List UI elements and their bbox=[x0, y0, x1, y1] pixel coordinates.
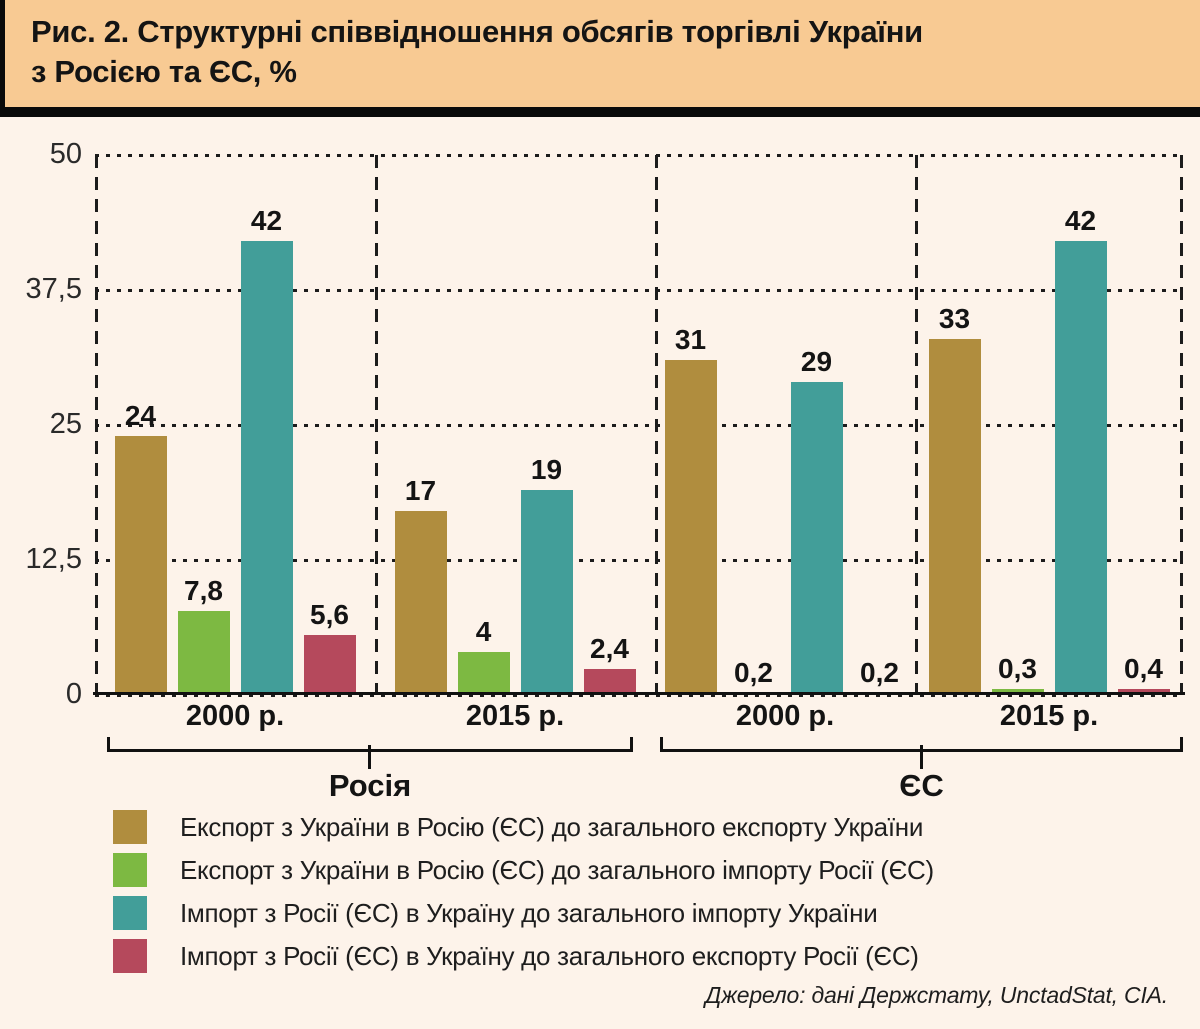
bar-2000 р.-series2 bbox=[177, 610, 230, 695]
legend-swatch bbox=[113, 939, 147, 973]
legend-item-4: Імпорт з Росії (ЄС) в Україну до загальн… bbox=[113, 939, 934, 973]
bar-slot: 0,2 bbox=[727, 155, 780, 695]
legend-item-1: Експорт з України в Росію (ЄС) до загаль… bbox=[113, 810, 934, 844]
bracket-end-tick bbox=[630, 737, 633, 752]
bracket-end-tick bbox=[107, 737, 110, 752]
legend-swatch bbox=[113, 853, 147, 887]
y-tick-label: 0 bbox=[65, 678, 82, 710]
bar-group-Росія-2015 р.: 17 4 19 2,4 bbox=[375, 155, 655, 695]
legend: Експорт з України в Росію (ЄС) до загаль… bbox=[113, 810, 934, 982]
bar-2015 р.-series1 bbox=[928, 338, 981, 695]
bar-2000 р.-series1 bbox=[664, 360, 717, 695]
bar-value-label: 31 bbox=[674, 324, 707, 356]
bar-slot: 0,2 bbox=[853, 155, 906, 695]
bar-slot: 4 bbox=[457, 155, 510, 695]
bar-value-label: 5,6 bbox=[310, 598, 349, 630]
bar-2000 р.-series3 bbox=[790, 381, 843, 695]
bar-2015 р.-series3 bbox=[1054, 241, 1107, 695]
y-tick-label: 25 bbox=[49, 408, 82, 440]
bar-value-label: 29 bbox=[800, 345, 833, 377]
bar-slot: 42 bbox=[240, 155, 293, 695]
figure-title-line2: з Росією та ЄС, % bbox=[31, 54, 297, 89]
y-tick-label: 37,5 bbox=[25, 273, 82, 305]
source-note: Джерело: дані Держстату, UnctadStat, CIA… bbox=[705, 982, 1168, 1008]
y-tick-label: 50 bbox=[49, 138, 82, 170]
gridline-37,5 bbox=[95, 289, 1183, 292]
bar-slot: 19 bbox=[520, 155, 573, 695]
group-label-2000 р.: 2000 р. bbox=[735, 700, 835, 732]
bar-slot: 24 bbox=[114, 155, 167, 695]
group-label-2000 р.: 2000 р. bbox=[185, 700, 285, 732]
bar-value-label: 19 bbox=[530, 453, 563, 485]
legend-swatch bbox=[113, 896, 147, 930]
x-axis-line bbox=[93, 692, 1185, 695]
plot-area: 24 7,8 42 5,6 17 4 19 2,4 31 0,2 29 0,2 33 0,3 42 0,4 bbox=[93, 154, 1185, 697]
bar-2000 р.-series4 bbox=[303, 634, 356, 695]
title-divider-bar bbox=[0, 107, 1200, 117]
y-tick-label: 12,5 bbox=[25, 543, 82, 575]
region-bracket-Росія bbox=[107, 737, 633, 769]
gridline-25 bbox=[95, 424, 1183, 427]
group-label-2015 р.: 2015 р. bbox=[465, 700, 565, 732]
bar-2015 р.-series4 bbox=[583, 669, 636, 695]
bracket-mid-tick bbox=[368, 745, 371, 769]
legend-item-3: Імпорт з Росії (ЄС) в Україну до загальн… bbox=[113, 896, 934, 930]
figure-title-banner: Рис. 2. Структурні співвідношення обсягі… bbox=[0, 0, 1200, 107]
bar-slot: 31 bbox=[664, 155, 717, 695]
region-bracket-ЄС bbox=[660, 737, 1183, 769]
gridline-0 bbox=[95, 694, 1183, 697]
bar-value-label: 42 bbox=[250, 205, 283, 237]
bar-value-label: 4 bbox=[475, 615, 492, 647]
bar-2015 р.-series2 bbox=[457, 651, 510, 695]
region-label-Росія: Росія bbox=[328, 768, 412, 803]
group-divider-line bbox=[655, 155, 658, 695]
bar-value-label: 0,2 bbox=[860, 657, 899, 688]
figure-title-line1: Рис. 2. Структурні співвідношення обсягі… bbox=[31, 14, 923, 49]
bar-value-label: 0,2 bbox=[734, 657, 773, 688]
bracket-end-tick bbox=[1180, 737, 1183, 752]
legend-label: Імпорт з Росії (ЄС) в Україну до загальн… bbox=[180, 897, 878, 928]
bar-value-label: 17 bbox=[404, 475, 437, 507]
group-divider-line bbox=[95, 155, 98, 695]
bar-value-label: 2,4 bbox=[590, 633, 629, 665]
bar-value-label: 24 bbox=[124, 399, 157, 431]
group-divider-line bbox=[915, 155, 918, 695]
group-divider-line bbox=[375, 155, 378, 695]
bar-slot: 17 bbox=[394, 155, 447, 695]
legend-item-2: Експорт з України в Росію (ЄС) до загаль… bbox=[113, 853, 934, 887]
bar-slot: 29 bbox=[790, 155, 843, 695]
bracket-mid-tick bbox=[919, 745, 923, 769]
bar-value-label: 7,8 bbox=[184, 574, 223, 606]
bar-slot: 33 bbox=[928, 155, 981, 695]
bar-value-label: 0,3 bbox=[998, 653, 1037, 684]
group-label-2015 р.: 2015 р. bbox=[999, 700, 1099, 732]
bar-value-label: 42 bbox=[1064, 205, 1097, 237]
group-divider-line bbox=[1180, 155, 1183, 695]
bar-slot: 5,6 bbox=[303, 155, 356, 695]
bar-2015 р.-series3 bbox=[520, 489, 573, 695]
bar-2000 р.-series1 bbox=[114, 435, 167, 695]
gridline-12,5 bbox=[95, 559, 1183, 562]
bar-slot: 2,4 bbox=[583, 155, 636, 695]
legend-label: Експорт з України в Росію (ЄС) до загаль… bbox=[180, 854, 934, 885]
bar-2000 р.-series3 bbox=[240, 241, 293, 695]
bar-group-ЄС-2015 р.: 33 0,3 42 0,4 bbox=[915, 155, 1183, 695]
figure-title: Рис. 2. Структурні співвідношення обсягі… bbox=[5, 0, 1200, 92]
bar-value-label: 33 bbox=[938, 302, 971, 334]
bar-group-ЄС-2000 р.: 31 0,2 29 0,2 bbox=[655, 155, 915, 695]
legend-swatch bbox=[113, 810, 147, 844]
legend-label: Експорт з України в Росію (ЄС) до загаль… bbox=[180, 811, 924, 842]
bar-group-Росія-2000 р.: 24 7,8 42 5,6 bbox=[95, 155, 375, 695]
bar-slot: 42 bbox=[1054, 155, 1107, 695]
bracket-end-tick bbox=[660, 737, 663, 752]
gridline-50 bbox=[95, 154, 1183, 157]
legend-label: Імпорт з Росії (ЄС) в Україну до загальн… bbox=[180, 940, 919, 971]
bar-value-label: 0,4 bbox=[1124, 653, 1163, 684]
bar-2015 р.-series1 bbox=[394, 511, 447, 695]
bar-slot: 7,8 bbox=[177, 155, 230, 695]
region-label-ЄС: ЄС bbox=[899, 768, 944, 803]
